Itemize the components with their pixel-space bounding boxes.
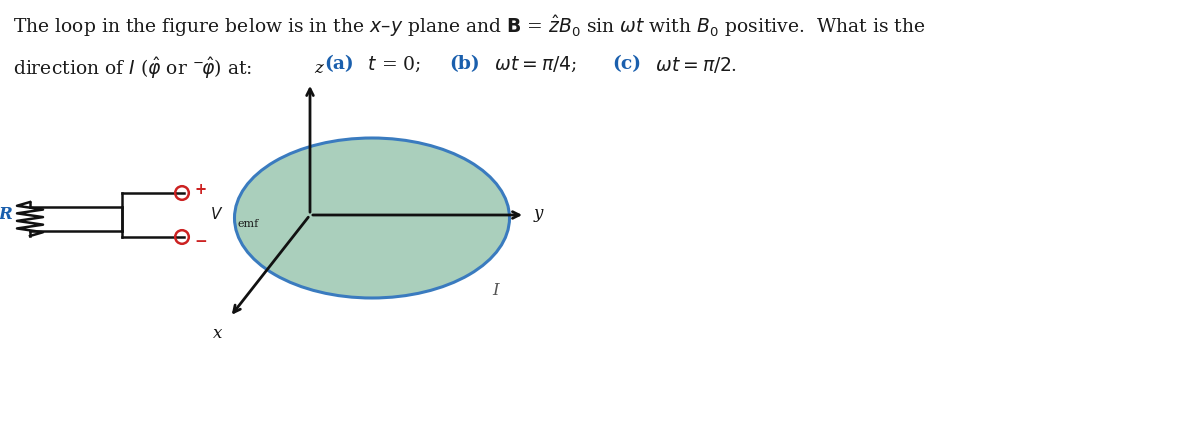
Text: y: y xyxy=(534,204,544,222)
Text: (b): (b) xyxy=(449,55,480,73)
Text: $\omega t{=}\pi/2$.: $\omega t{=}\pi/2$. xyxy=(649,55,737,75)
Ellipse shape xyxy=(234,138,510,298)
Text: $V$: $V$ xyxy=(210,206,223,222)
Text: x: x xyxy=(212,325,222,342)
Text: $t$ = 0;: $t$ = 0; xyxy=(362,55,430,74)
Text: direction of $I$ ($\hat{\varphi}$ or $^{-\!}\hat{\varphi}$) at:: direction of $I$ ($\hat{\varphi}$ or $^{… xyxy=(13,55,254,81)
Text: (c): (c) xyxy=(612,55,641,73)
Text: (a): (a) xyxy=(324,55,354,73)
Text: −: − xyxy=(194,233,206,248)
Text: $\omega t{=}\pi/4$;: $\omega t{=}\pi/4$; xyxy=(488,55,584,74)
Text: emf: emf xyxy=(238,219,259,229)
Text: The loop in the figure below is in the $x$–$y$ plane and $\mathbf{B}$ = $\hat{z}: The loop in the figure below is in the $… xyxy=(13,13,925,39)
Text: R: R xyxy=(0,206,12,222)
Text: +: + xyxy=(194,181,206,197)
Text: z: z xyxy=(314,60,323,77)
Text: I: I xyxy=(492,281,499,299)
